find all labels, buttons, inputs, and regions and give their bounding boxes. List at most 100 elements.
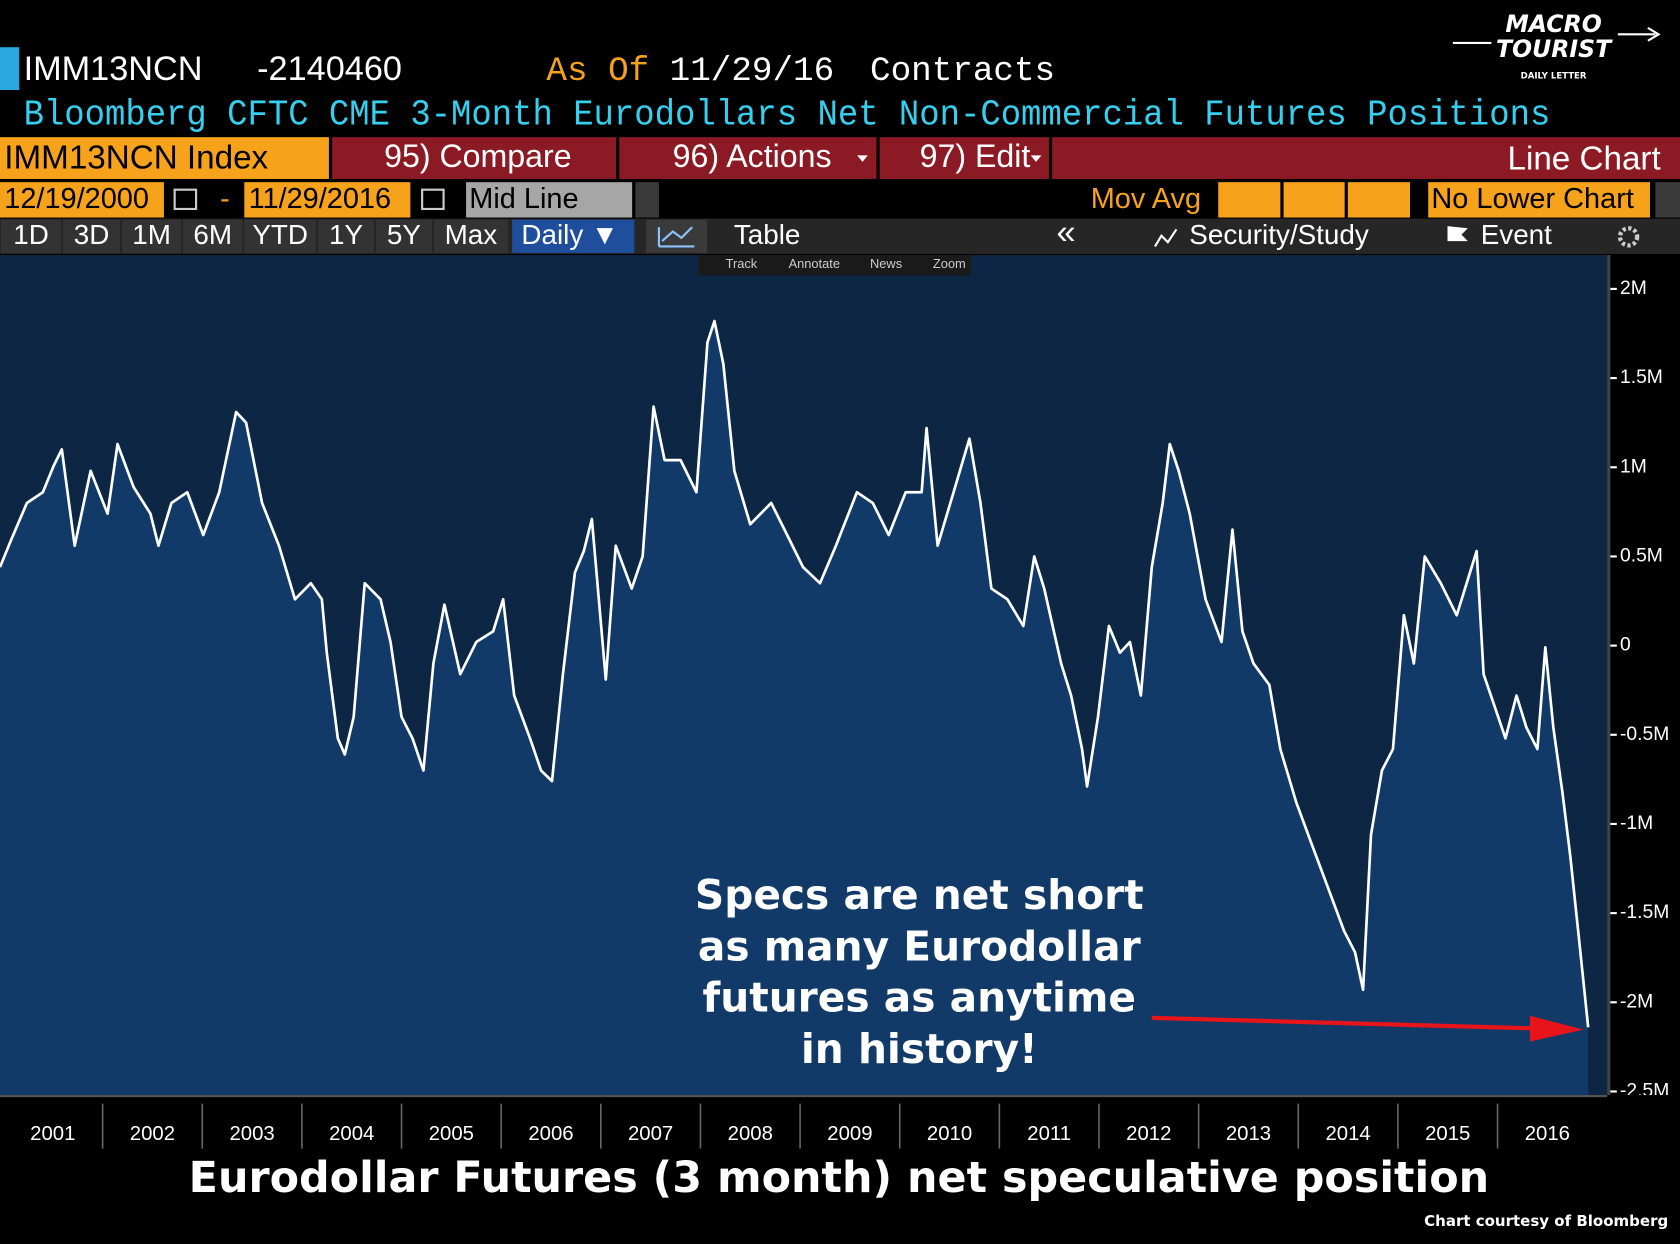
range-separator: - [220, 183, 230, 215]
period-label: 3D [74, 219, 110, 250]
frequency: Daily ▼ [521, 219, 618, 250]
y-tick-label: -0.5M [1620, 724, 1669, 745]
tool-bar [698, 255, 971, 276]
mov-avg: Mov Avg [1091, 183, 1201, 215]
x-tick-label: 2008 [728, 1123, 773, 1145]
chart-icon [657, 226, 695, 248]
dropdown-icon [857, 155, 868, 162]
date-box[interactable] [0, 182, 164, 218]
y-tick-label: -2M [1620, 991, 1653, 1012]
annotation: as many Eurodollar [698, 922, 1141, 970]
y-tick-label: 1M [1620, 456, 1647, 477]
menu-button[interactable] [619, 137, 877, 179]
x-tick-label: 2007 [628, 1123, 673, 1145]
x-tick-label: 2001 [30, 1123, 75, 1145]
date-box[interactable] [244, 182, 411, 218]
settings-icon[interactable] [1617, 226, 1640, 248]
period-button[interactable] [433, 219, 508, 253]
period-button[interactable] [122, 219, 182, 253]
collapse-button[interactable]: « [1057, 214, 1076, 252]
y-tick-label: 0 [1620, 635, 1631, 656]
y-tick-label: 0.5M [1620, 546, 1663, 567]
x-tick-label: 2012 [1126, 1123, 1171, 1145]
logo-arrow [1647, 26, 1661, 42]
period-label: 1D [13, 219, 49, 250]
lower-chart-box[interactable] [1428, 182, 1650, 218]
period-button[interactable] [244, 219, 317, 253]
tool-label[interactable]: Annotate [789, 256, 840, 271]
axis-line [1607, 255, 1611, 1096]
x-tick-label: 2006 [528, 1123, 573, 1145]
logo-text: DAILY LETTER [1521, 72, 1587, 82]
lower-chart: No Lower Chart [1431, 183, 1633, 215]
menu-button[interactable] [332, 137, 617, 179]
menu-button[interactable] [879, 137, 1049, 179]
x-axis-area [0, 1095, 1680, 1149]
chart-type: Line Chart [1508, 141, 1661, 178]
period-button[interactable] [318, 219, 374, 253]
annotation: futures as anytime [703, 974, 1136, 1022]
x-tick-label: 2016 [1525, 1123, 1570, 1145]
as-of-date: 11/29/16 [670, 52, 835, 91]
security-box[interactable] [0, 137, 329, 179]
x-tick-label: 2010 [927, 1123, 972, 1145]
y-tick-label: -1M [1620, 813, 1653, 834]
frequency-button[interactable] [512, 219, 635, 253]
mode-box[interactable] [466, 182, 633, 218]
tool-label[interactable]: News [870, 256, 902, 271]
y-tick-label: 1.5M [1620, 367, 1663, 388]
table-button[interactable]: Table [734, 219, 801, 250]
description: Bloomberg CFTC CME 3-Month Eurodollars N… [24, 94, 1551, 135]
logo-text: MACRO [1505, 10, 1601, 38]
x-tick-label: 2003 [229, 1123, 274, 1145]
period-label: 1Y [329, 219, 363, 250]
calendar-icon[interactable] [421, 188, 445, 211]
mov-avg-box[interactable] [1283, 182, 1345, 218]
tool-label[interactable]: Track [726, 256, 758, 271]
logo-text: TOURIST [1496, 35, 1613, 63]
x-tick-label: 2013 [1226, 1123, 1271, 1145]
x-tick-label: 2015 [1425, 1123, 1470, 1145]
dropdown-icon [1030, 155, 1042, 162]
period-button[interactable] [63, 219, 120, 253]
area [0, 321, 1589, 1096]
dropdown[interactable] [635, 182, 659, 218]
period-label: YTD [252, 219, 308, 250]
end-date: 11/29/2016 [249, 183, 392, 215]
period-button[interactable] [1, 219, 62, 253]
calendar-icon[interactable] [173, 188, 198, 211]
as-of-label: As Of [546, 52, 649, 91]
period-label: 1M [132, 219, 171, 250]
period-label: 6M [193, 219, 232, 250]
y-tick-label: -1.5M [1620, 902, 1669, 923]
edit: 97) Edit [920, 138, 1031, 174]
logo: MACRO TOURIST DAILY LETTER [1452, 10, 1661, 82]
line [0, 319, 1590, 1028]
mov-avg-box[interactable] [1347, 182, 1410, 218]
x-axis-line [0, 1095, 1608, 1098]
x-tick-label: 2014 [1325, 1123, 1370, 1145]
study-button[interactable]: Security/Study [1189, 219, 1369, 250]
period-button[interactable] [376, 219, 432, 253]
axis-area [1607, 255, 1680, 1096]
chart-title: Eurodollar Futures (3 month) net specula… [189, 1153, 1489, 1203]
menu-button[interactable] [1052, 137, 1680, 179]
source: Chart courtesy of Bloomberg [1424, 1212, 1668, 1230]
period-label: Max [445, 219, 498, 250]
dropdown[interactable] [1655, 182, 1680, 218]
annotation: in history! [801, 1025, 1038, 1073]
units: Contracts [870, 52, 1055, 91]
marker [0, 47, 20, 91]
period-label: 5Y [387, 219, 421, 250]
security: IMM13NCN Index [4, 139, 268, 176]
period-button[interactable] [183, 219, 243, 253]
chart-icon-button[interactable] [646, 219, 708, 253]
x-tick-label: 2004 [329, 1123, 374, 1145]
flag-icon [1447, 226, 1468, 249]
event-button[interactable]: Event [1481, 219, 1552, 250]
x-tick-label: 2005 [429, 1123, 474, 1145]
tool-label[interactable]: Zoom [933, 256, 966, 271]
mov-avg-box[interactable] [1218, 182, 1281, 218]
